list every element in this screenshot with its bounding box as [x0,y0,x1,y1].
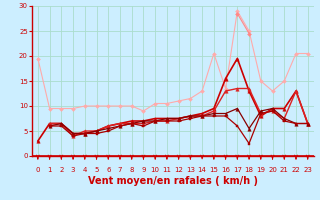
X-axis label: Vent moyen/en rafales ( km/h ): Vent moyen/en rafales ( km/h ) [88,176,258,186]
